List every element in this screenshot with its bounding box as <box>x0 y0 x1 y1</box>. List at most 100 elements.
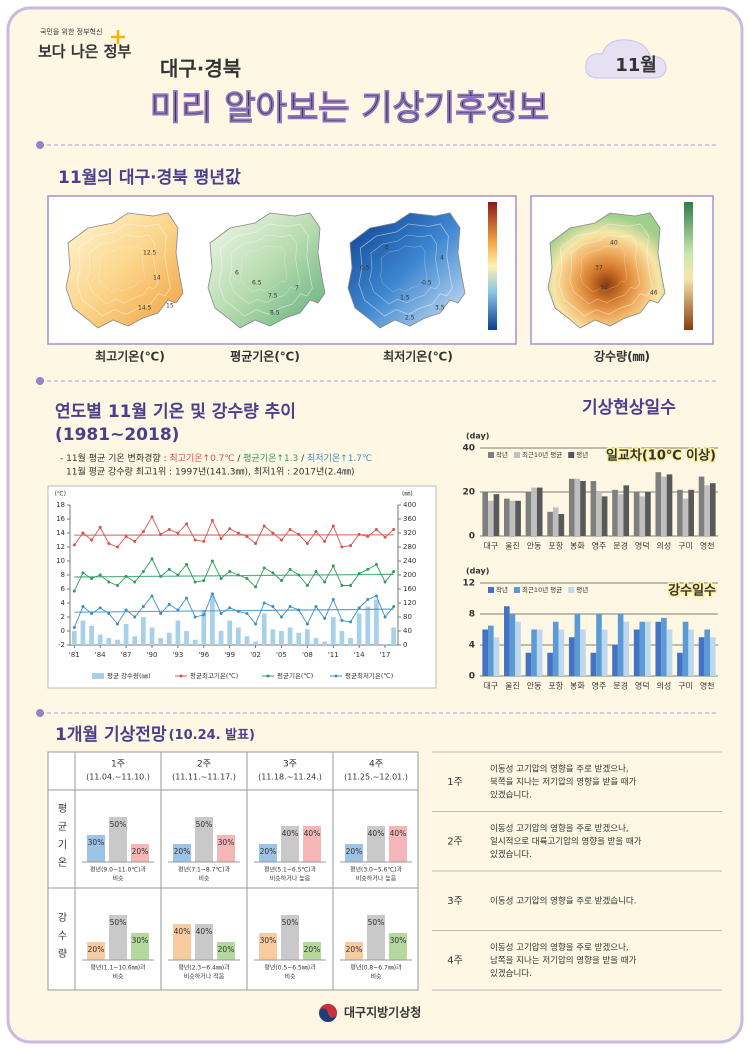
x-tick-label: 의성 <box>657 541 672 551</box>
day-bar <box>666 474 673 536</box>
contour-label: -0.5 <box>420 280 432 287</box>
precip-bar <box>140 617 146 645</box>
temp-point <box>81 571 85 575</box>
week-label: 4주 <box>369 759 383 770</box>
y2-tick-label: 360 <box>403 515 416 523</box>
temp-point <box>245 535 249 538</box>
contour-label: 4 <box>440 255 444 262</box>
legend-swatch <box>488 452 494 458</box>
temp-point <box>107 542 111 545</box>
temp-point <box>349 584 353 587</box>
outlook-bar <box>259 844 277 862</box>
x-tick-label: 봉화 <box>570 542 585 551</box>
precip-bar <box>304 629 310 645</box>
x-tick-label: '81 <box>69 651 80 659</box>
precip-bar <box>270 629 276 645</box>
legend-label: 평균기온(℃) <box>277 671 313 680</box>
logo-plus <box>111 30 125 44</box>
day-bar <box>704 629 710 676</box>
outlook-value: 40% <box>174 927 191 936</box>
x-tick-label: 영덕 <box>635 681 650 691</box>
temp-point <box>262 566 266 570</box>
temp-point <box>271 571 275 575</box>
temp-point <box>90 577 94 580</box>
footer-org: 대구지방기상청 <box>344 1005 421 1020</box>
colorbar <box>684 202 693 330</box>
x-tick-label: 문경 <box>613 541 628 551</box>
y-axis-label: (day) <box>466 567 489 576</box>
y-tick-label: -2 <box>58 641 65 649</box>
week-label: 1주 <box>111 759 125 770</box>
outlook-value: 20% <box>304 945 321 954</box>
x-tick-label: 구미 <box>678 682 693 691</box>
y2-tick-label: 320 <box>403 529 416 537</box>
trend-line <box>74 573 394 578</box>
precip-bar <box>322 641 328 645</box>
precip-bar <box>218 631 224 645</box>
outlook-bar <box>217 835 235 862</box>
precip-bar <box>313 638 319 645</box>
outlook-value: 40% <box>196 927 213 936</box>
precip-bar <box>97 634 103 645</box>
temp-point <box>374 563 378 566</box>
legend-label: 작년 <box>496 450 508 459</box>
x-tick-label: 대구 <box>483 542 498 551</box>
outlook-bar <box>131 933 149 960</box>
outlook-value: 50% <box>110 918 127 927</box>
temp-point <box>383 580 387 584</box>
precip-bar <box>382 644 388 645</box>
x-tick-label: 영덕 <box>635 541 650 551</box>
y-tick-label: 0 <box>469 532 475 542</box>
y2-tick-label: 0 <box>403 641 407 649</box>
trend-note: 11월 평균 강수량 최고1위 : 1997년(141.3㎜), 최저1위 : … <box>66 466 355 478</box>
outlook-bar <box>389 933 407 960</box>
temp-point <box>323 616 327 620</box>
precip-bar <box>296 632 302 645</box>
month-cloud <box>585 39 667 79</box>
y-tick-label: 4 <box>61 599 66 607</box>
outlook-value: 20% <box>346 847 363 856</box>
outlook-value: 30% <box>218 838 235 847</box>
temp-point <box>366 535 370 538</box>
outlook-bar <box>367 915 385 960</box>
map-label: 평균기온(℃) <box>230 349 300 364</box>
note-part: 평균기온 <box>243 453 276 464</box>
outlook-bar <box>195 924 213 960</box>
temp-point <box>374 528 378 531</box>
precip-bar <box>261 613 267 645</box>
x-tick-label: '87 <box>121 651 132 659</box>
outlook-bar <box>195 817 213 862</box>
temp-point <box>392 605 396 608</box>
temp-point <box>228 527 232 531</box>
temp-point <box>366 567 370 571</box>
outlook-bar <box>109 915 127 960</box>
colorbar <box>488 202 497 330</box>
outlook-caption: 비슷 <box>112 973 124 981</box>
temp-point <box>167 602 171 606</box>
section-title: 11월의 대구·경북 평년값 <box>58 168 241 188</box>
temp-point <box>210 592 214 596</box>
day-bar <box>698 476 705 536</box>
comment-week: 2주 <box>447 836 463 847</box>
x-tick-label: '90 <box>147 651 158 659</box>
section-title: 1개월 기상전망 (10.24. 발표) <box>55 725 255 745</box>
temp-point <box>314 530 318 534</box>
contour <box>558 223 653 317</box>
note-part: ↑1.7℃ <box>340 454 372 464</box>
outlook-bar <box>87 942 105 960</box>
contour-label: 1.5 <box>400 295 410 302</box>
outlook-bar <box>217 942 235 960</box>
outlook-bar <box>367 826 385 862</box>
temp-point <box>81 531 85 535</box>
contour <box>218 223 313 317</box>
precip-bar <box>192 639 198 645</box>
temp-point <box>72 626 76 629</box>
precip-bar <box>166 632 172 645</box>
temp-point <box>254 542 258 545</box>
temp-point <box>185 596 189 600</box>
legend-swatch <box>513 587 520 593</box>
temp-point <box>331 598 335 601</box>
outlook-bar <box>281 915 299 960</box>
day-bar <box>601 496 608 536</box>
outlook-bar <box>173 924 191 960</box>
